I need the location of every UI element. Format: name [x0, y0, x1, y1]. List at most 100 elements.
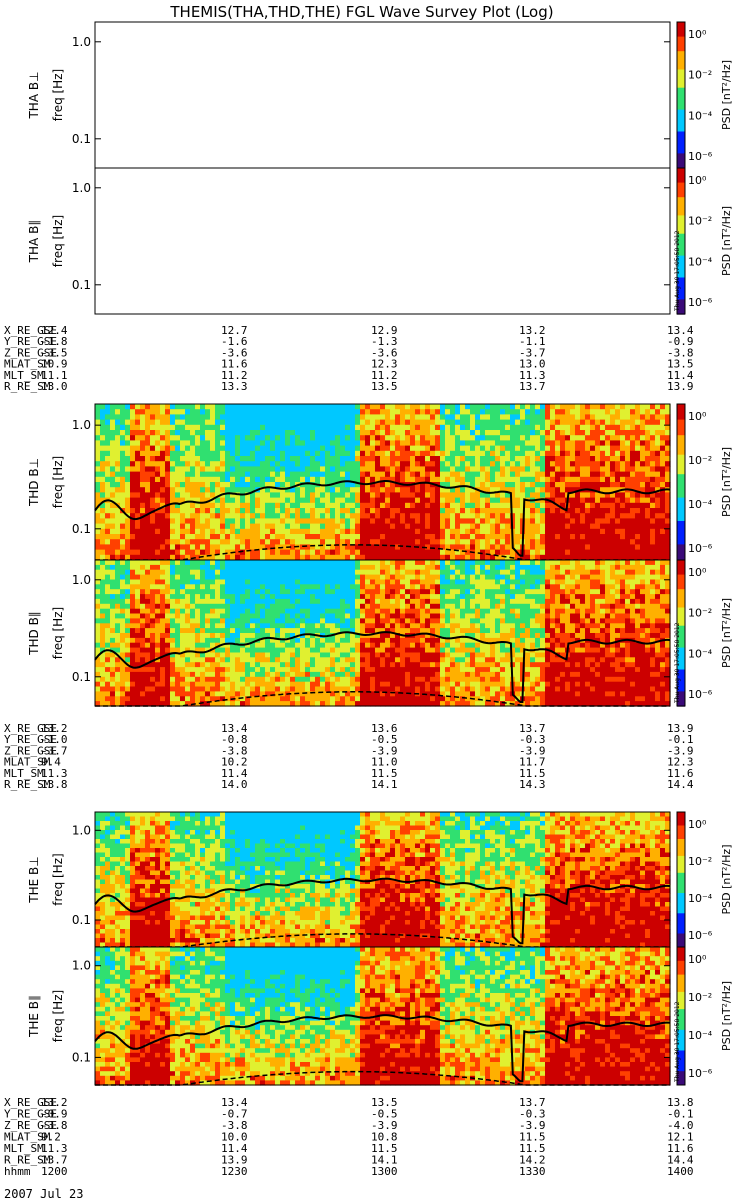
- psd-cell: [605, 513, 611, 519]
- psd-cell: [180, 618, 186, 624]
- psd-cell: [455, 513, 461, 519]
- psd-cell: [130, 584, 136, 590]
- psd-cell: [260, 440, 266, 447]
- psd-cell: [655, 409, 661, 415]
- psd-cell: [250, 497, 256, 504]
- psd-cell: [580, 508, 586, 514]
- psd-cell: [255, 589, 261, 595]
- psd-cell: [295, 502, 301, 509]
- psd-cell: [150, 461, 156, 467]
- psd-cell: [235, 628, 241, 634]
- psd-cell: [440, 466, 446, 473]
- psd-cell: [235, 691, 241, 697]
- psd-cell: [400, 523, 406, 530]
- psd-cell: [155, 497, 161, 504]
- psd-cell: [225, 435, 231, 441]
- psd-cell: [465, 409, 471, 415]
- psd-cell: [560, 471, 566, 478]
- psd-cell: [300, 584, 306, 590]
- psd-cell: [145, 450, 151, 457]
- psd-cell: [610, 497, 616, 504]
- psd-cell: [660, 549, 666, 556]
- psd-cell: [305, 409, 311, 415]
- psd-cell: [305, 549, 311, 556]
- psd-cell: [140, 450, 146, 457]
- psd-cell: [405, 523, 411, 530]
- colorbar-segment: [677, 439, 685, 444]
- psd-cell: [125, 637, 131, 644]
- psd-cell: [130, 642, 136, 649]
- psd-cell: [645, 497, 651, 504]
- psd-cell: [170, 544, 176, 551]
- psd-cell: [150, 497, 156, 504]
- psd-cell: [220, 569, 226, 576]
- psd-cell: [235, 476, 241, 483]
- psd-cell: [230, 508, 236, 514]
- psd-cell: [185, 492, 191, 499]
- psd-cell: [200, 435, 206, 441]
- psd-cell: [195, 435, 201, 441]
- psd-cell: [500, 554, 506, 561]
- psd-cell: [510, 471, 516, 478]
- psd-cell: [365, 497, 371, 504]
- psd-cell: [215, 554, 221, 561]
- colorbar-segment: [677, 544, 685, 549]
- psd-cell: [610, 471, 616, 478]
- psd-cell: [155, 696, 161, 702]
- psd-cell: [260, 633, 266, 639]
- psd-cell: [125, 404, 131, 410]
- psd-cell: [665, 440, 671, 447]
- psd-cell: [620, 430, 626, 436]
- psd-cell: [435, 487, 441, 493]
- psd-cell: [465, 424, 471, 431]
- psd-cell: [265, 419, 271, 426]
- psd-cell: [395, 424, 401, 431]
- psd-cell: [325, 456, 331, 462]
- psd-cell: [565, 508, 571, 514]
- psd-cell: [115, 637, 121, 644]
- psd-cell: [100, 471, 106, 478]
- psd-cell: [135, 440, 141, 447]
- psd-cell: [355, 476, 361, 483]
- psd-cell: [200, 497, 206, 504]
- psd-cell: [195, 409, 201, 415]
- psd-cell: [465, 414, 471, 421]
- psd-cell: [570, 513, 576, 519]
- psd-cell: [315, 613, 321, 619]
- psd-cell: [255, 701, 261, 707]
- psd-cell: [105, 456, 111, 462]
- psd-cell: [165, 518, 171, 525]
- psd-cell: [295, 404, 301, 410]
- psd-cell: [175, 584, 181, 590]
- psd-cell: [500, 445, 506, 452]
- psd-cell: [410, 508, 416, 514]
- psd-cell: [315, 430, 321, 436]
- psd-cell: [195, 652, 201, 658]
- psd-cell: [455, 424, 461, 431]
- psd-cell: [255, 414, 261, 421]
- psd-cell: [255, 430, 261, 436]
- psd-cell: [575, 554, 581, 561]
- psd-cell: [410, 414, 416, 421]
- psd-cell: [360, 508, 366, 514]
- psd-cell: [445, 440, 451, 447]
- psd-cell: [560, 492, 566, 499]
- psd-cell: [490, 544, 496, 551]
- psd-cell: [665, 471, 671, 478]
- psd-cell: [170, 574, 176, 581]
- psd-cell: [225, 633, 231, 639]
- psd-cell: [655, 482, 661, 488]
- psd-cell: [650, 539, 656, 545]
- psd-cell: [475, 440, 481, 447]
- psd-cell: [435, 539, 441, 545]
- psd-cell: [435, 518, 441, 525]
- psd-cell: [255, 435, 261, 441]
- psd-cell: [205, 618, 211, 624]
- psd-cell: [555, 404, 561, 410]
- colorbar-segment: [677, 509, 685, 514]
- psd-cell: [550, 430, 556, 436]
- psd-cell: [180, 564, 186, 571]
- psd-cell: [100, 608, 106, 615]
- psd-cell: [250, 696, 256, 702]
- psd-cell: [185, 539, 191, 545]
